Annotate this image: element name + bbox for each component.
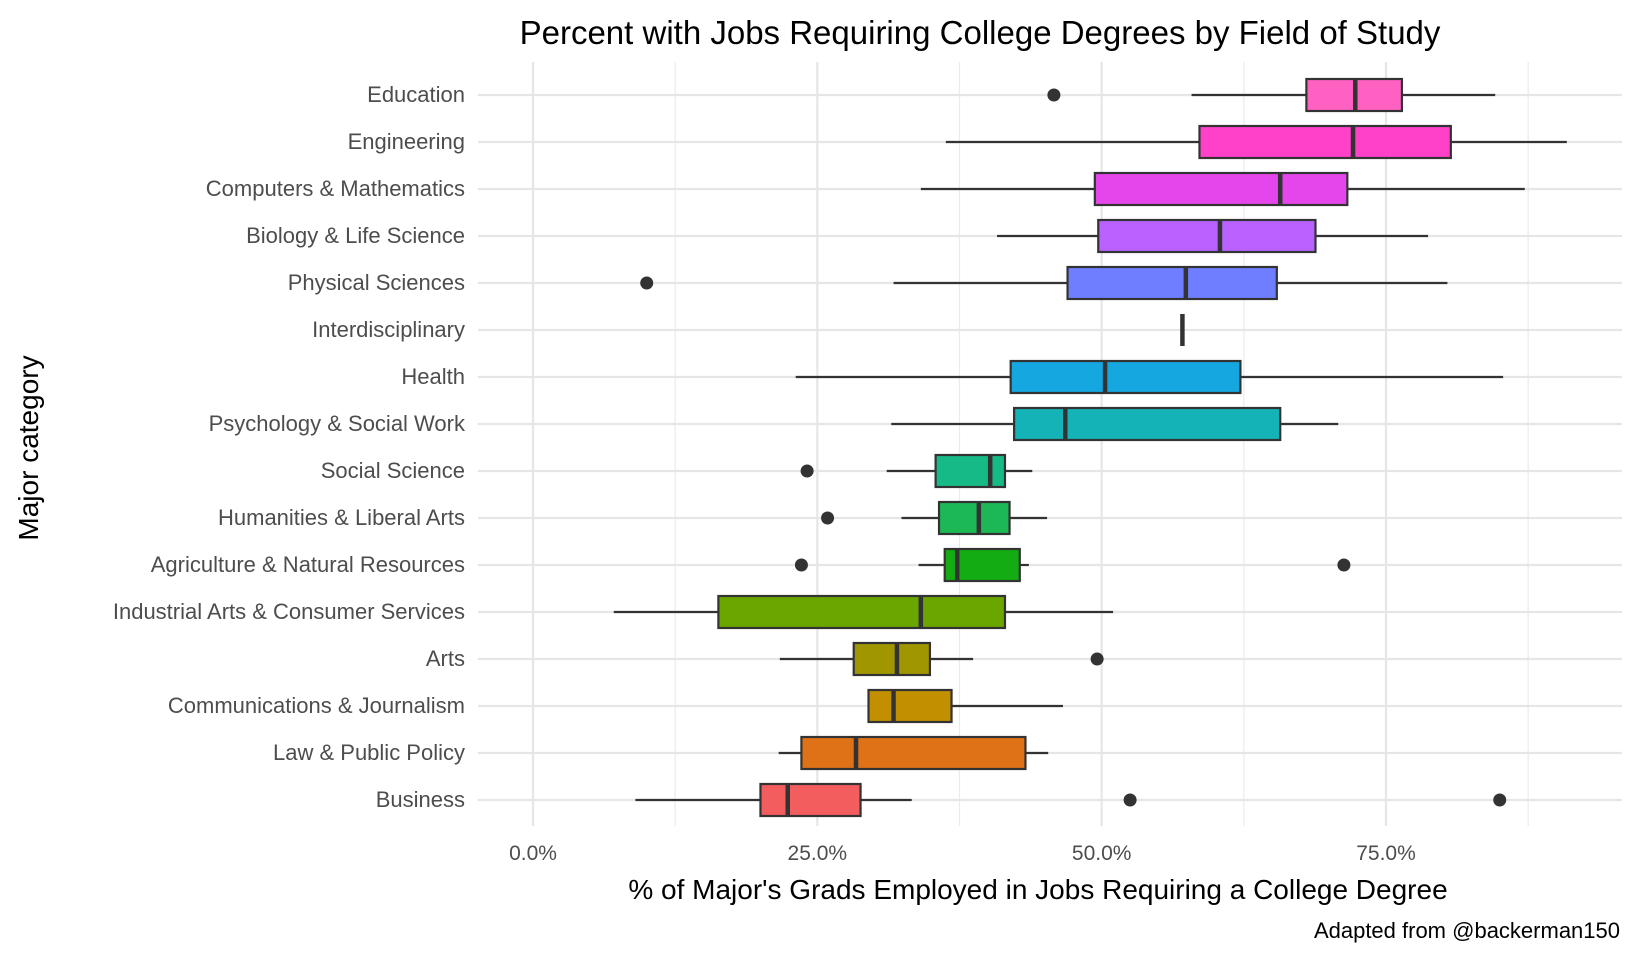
y-tick-label: Education bbox=[367, 82, 465, 107]
box-education bbox=[1047, 77, 1496, 113]
box-agriculture-natural-resources bbox=[794, 547, 1351, 583]
outlier-point bbox=[800, 464, 814, 478]
outlier-point bbox=[1090, 652, 1104, 666]
x-axis-tick-labels: 0.0% 25.0% 50.0% 75.0% bbox=[509, 842, 1416, 865]
x-tick-label: 75.0% bbox=[1356, 842, 1416, 865]
y-axis-category-labels: Education Engineering Computers & Mathemat… bbox=[113, 82, 466, 812]
outlier-point bbox=[794, 558, 808, 572]
iqr-box bbox=[800, 735, 1027, 771]
box-physical-sciences bbox=[640, 265, 1448, 301]
outlier-point bbox=[1337, 558, 1351, 572]
y-tick-label: Physical Sciences bbox=[288, 270, 465, 295]
y-tick-label: Humanities & Liberal Arts bbox=[218, 505, 465, 530]
y-tick-label: Interdisciplinary bbox=[312, 317, 465, 342]
box-biology-life-science bbox=[997, 218, 1429, 254]
grid-lines bbox=[478, 62, 1622, 826]
y-tick-label: Agriculture & Natural Resources bbox=[151, 552, 465, 577]
iqr-box bbox=[1012, 406, 1282, 442]
outlier-point bbox=[1493, 793, 1507, 807]
x-tick-label: 25.0% bbox=[788, 842, 848, 865]
outlier-point bbox=[640, 276, 654, 290]
y-tick-label: Law & Public Policy bbox=[273, 740, 465, 765]
y-tick-label: Social Science bbox=[321, 458, 465, 483]
box-arts bbox=[779, 641, 1104, 677]
outlier-point bbox=[821, 511, 835, 525]
iqr-box bbox=[759, 782, 862, 818]
iqr-box bbox=[1009, 359, 1242, 395]
y-tick-label: Engineering bbox=[348, 129, 465, 154]
x-axis-title: % of Major's Grads Employed in Jobs Requ… bbox=[628, 874, 1447, 905]
iqr-box bbox=[937, 500, 1011, 536]
box-humanities-liberal-arts bbox=[821, 500, 1048, 536]
box-engineering bbox=[945, 124, 1567, 160]
iqr-box bbox=[1198, 124, 1452, 160]
box-social-science bbox=[800, 453, 1033, 489]
iqr-box bbox=[1066, 265, 1278, 301]
y-tick-label: Psychology & Social Work bbox=[209, 411, 466, 436]
iqr-box bbox=[852, 641, 932, 677]
iqr-box bbox=[934, 453, 1007, 489]
chart-caption: Adapted from @backerman150 bbox=[1314, 918, 1620, 943]
outlier-point bbox=[1047, 88, 1061, 102]
y-tick-label: Business bbox=[376, 787, 465, 812]
iqr-box bbox=[1097, 218, 1317, 254]
boxplot-series bbox=[613, 77, 1567, 818]
y-axis-title: Major category bbox=[13, 355, 44, 540]
y-tick-label: Arts bbox=[426, 646, 465, 671]
box-law-public-policy bbox=[778, 735, 1049, 771]
y-tick-label: Health bbox=[401, 364, 465, 389]
box-business bbox=[635, 782, 1507, 818]
box-industrial-arts-consumer-services bbox=[613, 594, 1114, 630]
iqr-box bbox=[867, 688, 953, 724]
y-tick-label: Computers & Mathematics bbox=[206, 176, 465, 201]
x-tick-label: 50.0% bbox=[1072, 842, 1132, 865]
box-communications-journalism bbox=[867, 688, 1063, 724]
y-tick-label: Biology & Life Science bbox=[246, 223, 465, 248]
outlier-point bbox=[1123, 793, 1137, 807]
y-tick-label: Communications & Journalism bbox=[168, 693, 465, 718]
iqr-box bbox=[717, 594, 1007, 630]
chart-title: Percent with Jobs Requiring College Degr… bbox=[520, 14, 1441, 51]
y-tick-label: Industrial Arts & Consumer Services bbox=[113, 599, 465, 624]
box-health bbox=[795, 359, 1504, 395]
box-computers-mathematics bbox=[920, 171, 1525, 207]
iqr-box bbox=[1093, 171, 1349, 207]
box-psychology-social-work bbox=[891, 406, 1339, 442]
x-tick-label: 0.0% bbox=[509, 842, 557, 865]
